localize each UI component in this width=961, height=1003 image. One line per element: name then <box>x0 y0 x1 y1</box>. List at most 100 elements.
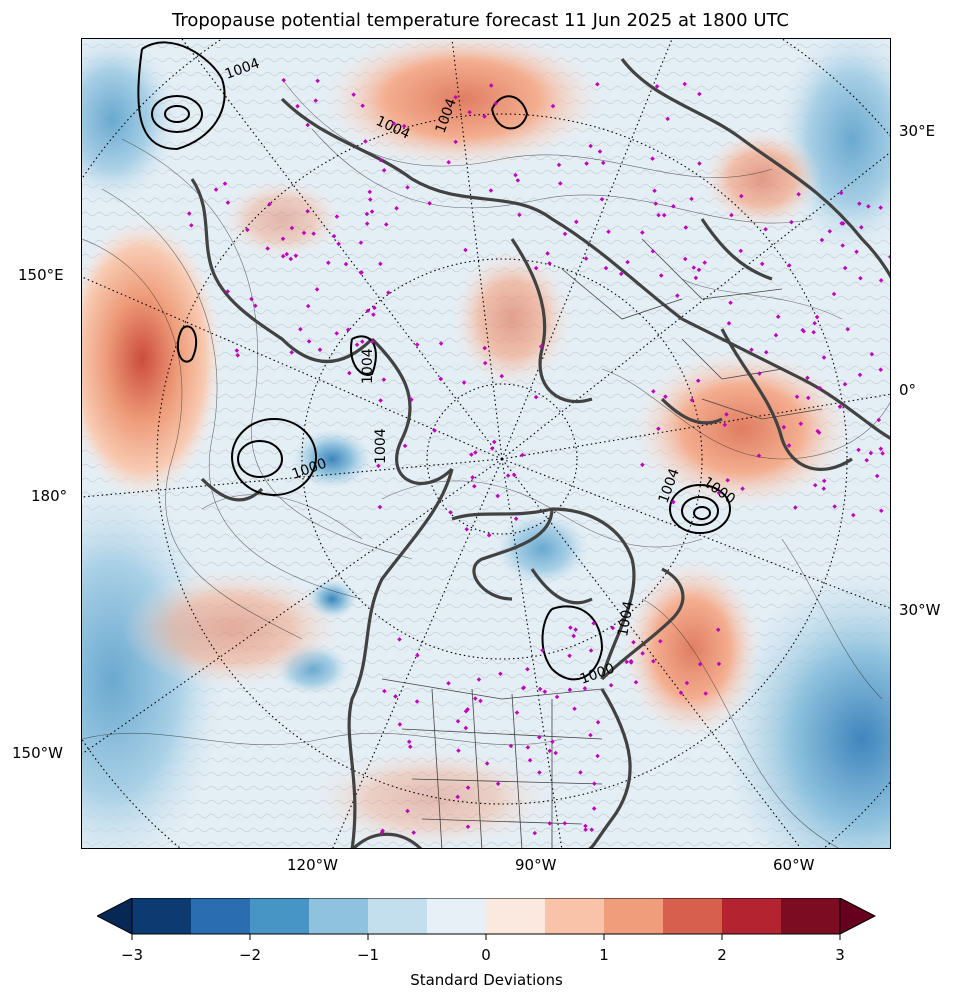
station-marker <box>547 821 552 826</box>
station-marker <box>879 508 884 514</box>
contour-label: 1004 <box>373 428 389 464</box>
station-marker <box>757 371 762 376</box>
station-marker <box>280 236 286 242</box>
station-marker <box>393 694 398 699</box>
station-marker <box>595 753 600 759</box>
lon-label-60w: 60°W <box>773 856 815 874</box>
station-marker <box>542 689 548 694</box>
station-marker <box>728 300 733 305</box>
station-marker <box>533 394 539 400</box>
station-marker <box>455 718 461 724</box>
station-marker <box>386 290 391 295</box>
pressure-contours <box>137 41 731 681</box>
station-marker <box>812 483 818 488</box>
station-marker <box>484 761 490 766</box>
station-marker <box>306 339 312 344</box>
station-marker <box>868 450 874 456</box>
station-marker <box>663 394 668 399</box>
station-marker <box>289 225 295 231</box>
station-marker <box>298 326 303 332</box>
station-marker <box>376 463 381 469</box>
station-marker <box>372 305 377 311</box>
station-marker <box>347 370 352 376</box>
colorbar-bin <box>132 898 192 934</box>
station-marker <box>371 312 376 317</box>
station-marker <box>499 373 505 379</box>
station-marker <box>365 308 371 313</box>
station-marker <box>397 722 403 727</box>
colorbar-tick-label: 2 <box>717 946 727 964</box>
station-marker <box>878 367 884 373</box>
station-marker <box>508 743 514 749</box>
station-marker <box>476 677 482 682</box>
station-marker <box>377 504 383 510</box>
station-marker <box>856 447 861 453</box>
station-marker <box>821 355 827 360</box>
station-marker <box>394 206 399 211</box>
station-marker <box>289 350 294 355</box>
station-marker <box>656 426 661 432</box>
station-marker <box>225 289 230 294</box>
colorbar-bin <box>486 898 546 934</box>
station-marker <box>537 770 542 775</box>
station-marker <box>814 314 820 320</box>
station-marker <box>378 398 383 403</box>
station-marker <box>359 270 364 275</box>
station-marker <box>464 526 469 532</box>
station-marker <box>463 709 469 714</box>
station-marker <box>876 417 882 423</box>
station-marker <box>265 246 270 251</box>
station-marker <box>305 303 311 309</box>
station-marker <box>284 251 289 257</box>
station-marker <box>253 303 258 309</box>
lon-label-150w: 150°W <box>12 744 63 762</box>
station-marker <box>315 78 320 84</box>
station-marker <box>438 341 444 346</box>
station-marker <box>798 421 804 427</box>
station-marker <box>568 625 573 630</box>
station-marker <box>880 451 885 456</box>
station-marker <box>567 653 572 659</box>
lon-label-30e: 30°E <box>899 122 936 140</box>
station-marker <box>456 748 461 753</box>
lon-label-150e: 150°E <box>18 266 64 284</box>
station-marker <box>837 404 843 409</box>
station-marker <box>455 794 461 800</box>
colorbar-bin <box>309 898 369 934</box>
station-marker <box>845 326 851 332</box>
station-marker <box>775 314 781 319</box>
station-marker <box>689 397 695 403</box>
station-marker <box>864 458 869 463</box>
station-marker <box>800 327 805 333</box>
warm-anomaly-west-pacific <box>82 219 222 499</box>
station-marker <box>432 428 437 433</box>
station-marker <box>869 352 875 357</box>
station-marker <box>640 462 645 468</box>
station-marker <box>469 452 474 457</box>
station-marker <box>781 424 787 430</box>
station-marker <box>354 342 360 348</box>
station-marker <box>364 211 370 217</box>
colorbar-bin <box>781 898 841 934</box>
political-borders <box>381 238 823 848</box>
colorbar-tick-label: −2 <box>238 946 262 964</box>
station-markers <box>187 77 890 836</box>
station-marker <box>513 172 518 178</box>
station-marker <box>414 342 420 347</box>
station-marker <box>249 296 254 302</box>
station-marker <box>334 331 339 336</box>
coastlines <box>190 58 890 848</box>
station-marker <box>610 625 616 631</box>
station-marker <box>726 321 732 326</box>
station-marker <box>678 690 684 696</box>
station-marker <box>537 734 542 740</box>
station-marker <box>628 659 634 664</box>
station-marker <box>858 276 863 281</box>
station-marker <box>465 785 471 790</box>
station-marker <box>486 532 492 538</box>
station-marker <box>415 653 420 658</box>
colorbar-extend-low <box>97 898 133 935</box>
station-marker <box>491 439 497 445</box>
station-marker <box>470 475 475 480</box>
station-marker <box>527 757 533 763</box>
